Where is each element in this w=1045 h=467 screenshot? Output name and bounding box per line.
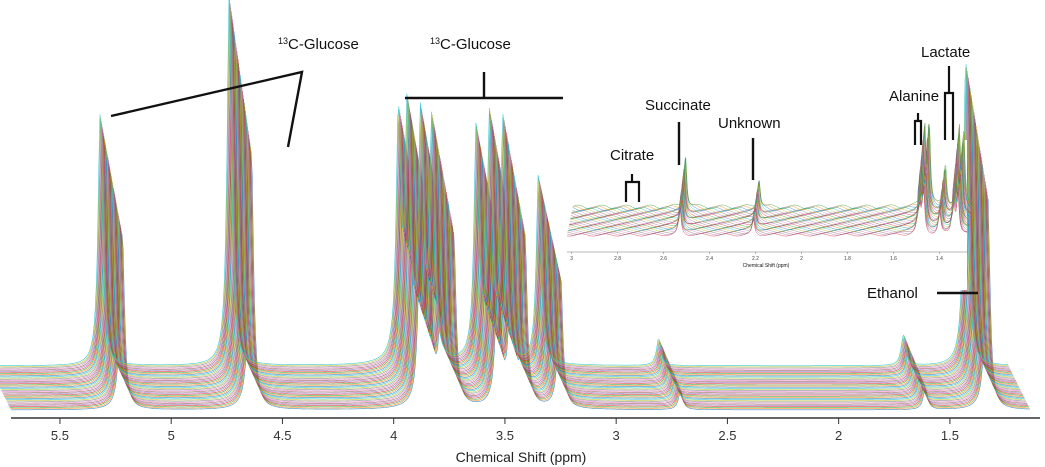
inset-tick-label: 3 (570, 256, 573, 262)
inset-spectrum-trace (572, 123, 974, 210)
lactate-label: Lactate (921, 44, 970, 61)
main-spectrum-trace (0, 35, 1014, 378)
inset-spectrum-trace (572, 124, 973, 212)
inset-spectrum-trace (567, 180, 968, 236)
citrate-annotation: Citrate (610, 147, 654, 202)
alanine-label: Alanine (889, 88, 939, 105)
main-spectrum-trace (0, 11, 1011, 371)
main-spectrum-trace (0, 27, 1013, 376)
main-spectrum-trace (0, 0, 1009, 368)
inset-tick-label: 2.2 (752, 256, 759, 262)
unknown-label: Unknown (718, 115, 781, 132)
inset-tick-label: 1.6 (890, 256, 897, 262)
main-spectrum-trace (0, 23, 1012, 374)
lactate-annotation: Lactate (921, 44, 970, 140)
main-spectrum-trace (0, 31, 1014, 377)
inset-spectrum-trace (567, 176, 968, 233)
inset-spectrum-trace (568, 167, 969, 230)
inset-spectrum-trace (572, 128, 973, 213)
inset-spectrum-trace (569, 154, 970, 225)
succinate-annotation: Succinate (645, 97, 711, 165)
glucose-anomeric-annotation: 13C-Glucose (110, 36, 359, 148)
main-spectrum-trace (0, 7, 1010, 370)
main-spectrum-trace (0, 51, 1016, 382)
ethanol-annotation: Ethanol (867, 285, 978, 302)
main-spectrum-trace (0, 3, 1010, 369)
ethanol-label: Ethanol (867, 285, 918, 302)
main-spectrum-trace (0, 15, 1011, 372)
alanine-annotation: Alanine (889, 88, 939, 145)
main-spectrum-trace (0, 0, 1009, 367)
main-spectrum-traces (0, 0, 1031, 411)
main-tick-label: 4.5 (273, 428, 291, 443)
inset-spectrum: 3 2.8 2.6 2.4 2.2 2 1.8 1.6 1.4 Chemical Shift (… (566, 123, 974, 290)
main-spectrum-trace (0, 59, 1017, 385)
glucose-satellite-bracket (110, 70, 304, 148)
unknown-annotation: Unknown (718, 115, 781, 180)
inset-tick-label: 2.8 (614, 256, 621, 262)
main-spectrum-trace (0, 55, 1017, 383)
inset-tick-label: 2.6 (660, 256, 667, 262)
succinate-label: Succinate (645, 97, 711, 114)
main-tick-label: 4 (390, 428, 397, 443)
inset-spectrum-trace (572, 124, 973, 211)
main-tick-label: 1.5 (941, 428, 959, 443)
main-tick-label: 5 (168, 428, 175, 443)
lactate-bracket (943, 91, 955, 140)
inset-tick-label: 2.4 (706, 256, 713, 262)
main-spectrum-trace (0, 19, 1012, 373)
main-spectrum-trace (0, 43, 1015, 380)
glucose-label-2: 13C-Glucose (430, 36, 511, 53)
inset-x-axis-label: Chemical Shift (ppm) (743, 263, 790, 269)
main-spectrum-trace (0, 47, 1016, 381)
glucose-multiplet-annotation: 13C-Glucose (405, 36, 563, 100)
main-spectrum-trace (0, 39, 1015, 379)
inset-tick-label: 1.8 (844, 256, 851, 262)
glucose-label-1: 13C-Glucose (278, 36, 359, 53)
inset-x-axis: 3 2.8 2.6 2.4 2.2 2 1.8 1.6 1.4 (567, 251, 967, 262)
main-tick-label: 2.5 (718, 428, 736, 443)
inset-tick-label: 1.4 (936, 256, 943, 262)
citrate-label: Citrate (610, 147, 654, 164)
main-tick-label: 3 (613, 428, 620, 443)
main-tick-label: 2 (835, 428, 842, 443)
main-x-axis-label: Chemical Shift (ppm) (456, 449, 587, 465)
inset-spectrum-traces (566, 123, 974, 237)
inset-spectrum-trace (570, 144, 971, 220)
main-tick-label: 3.5 (496, 428, 514, 443)
inset-tick-label: 2 (800, 256, 803, 262)
main-x-axis: 5.5 5 4.5 4 3.5 3 2.5 2 1.5 (11, 417, 1040, 443)
main-tick-label: 5.5 (51, 428, 69, 443)
